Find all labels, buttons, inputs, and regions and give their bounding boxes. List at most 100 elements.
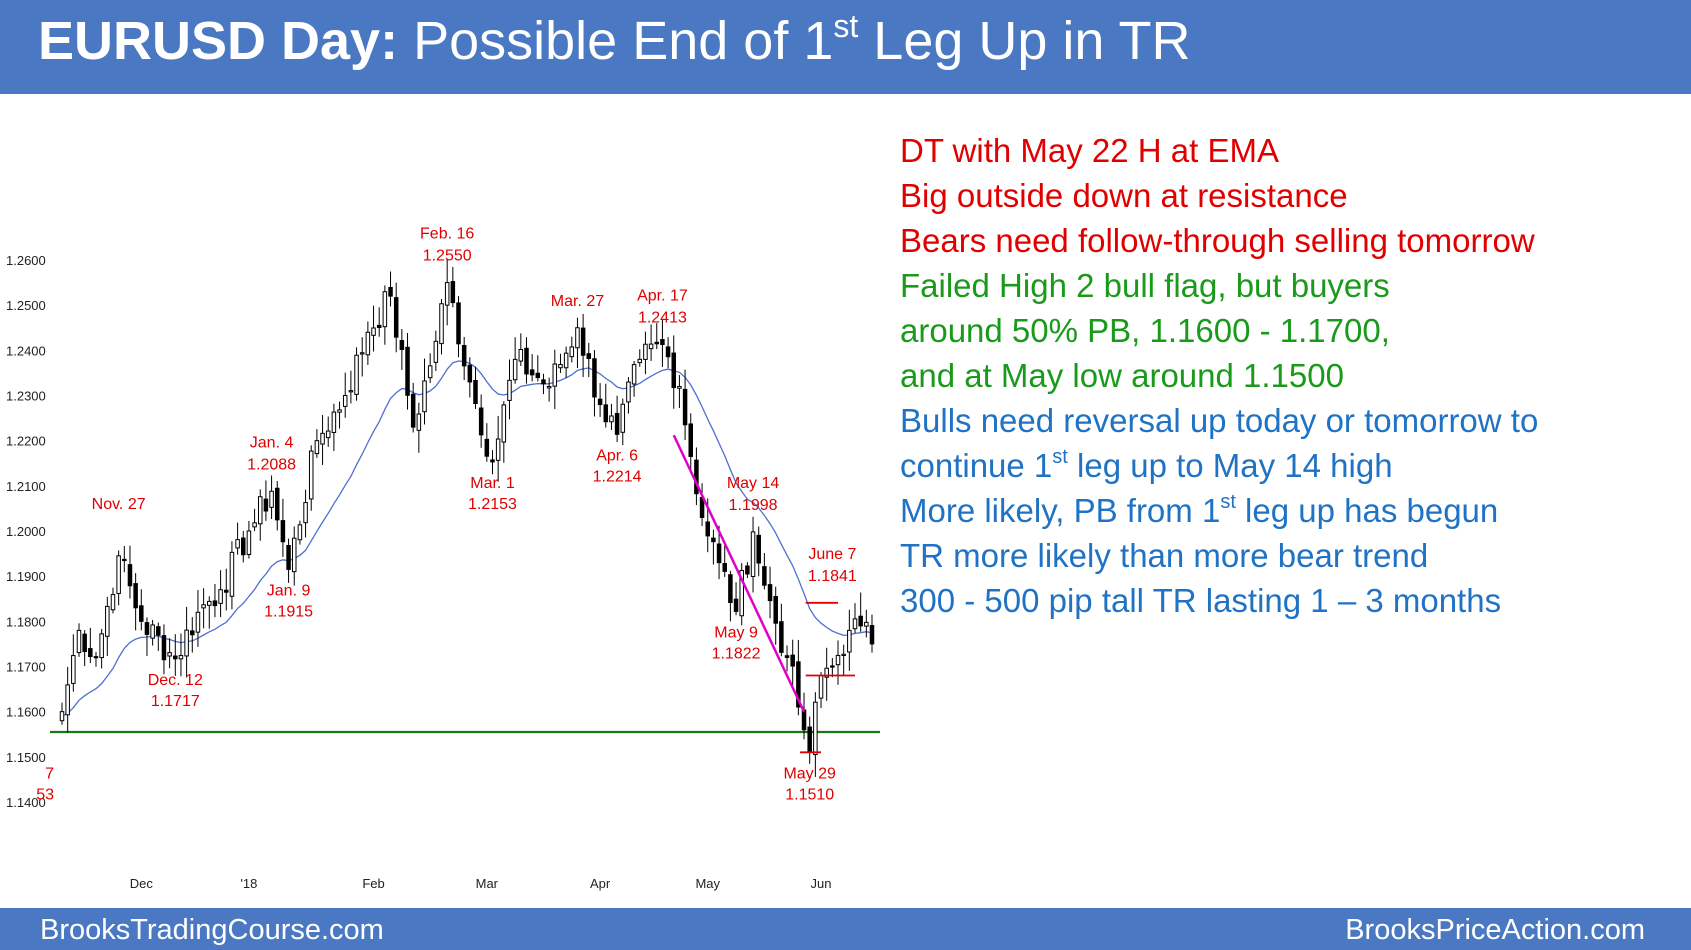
candle-body [558, 364, 563, 369]
annotation-label: Mar. 27 [551, 293, 604, 310]
candle-body [739, 569, 744, 617]
candle-body [144, 622, 150, 635]
candle-body [195, 611, 201, 633]
annotation-label: 7 [45, 765, 54, 782]
footer-right-link[interactable]: BrooksPriceAction.com [1345, 914, 1645, 946]
candle-body [512, 358, 518, 381]
x-tick-label: Jun [811, 876, 832, 891]
candle-body [682, 388, 688, 426]
y-tick-label: 1.2500 [6, 298, 46, 313]
candle-body [796, 661, 801, 708]
candle-body [660, 339, 665, 345]
note-text: continue 1 [900, 447, 1053, 484]
candle-body [535, 372, 541, 379]
annotation-value: 53 [36, 786, 54, 803]
candle-body [263, 498, 269, 512]
candle-body [711, 537, 716, 543]
candle-body [501, 404, 507, 443]
candle-body [767, 584, 773, 602]
x-tick-label: Dec [130, 876, 154, 891]
candle-body [688, 423, 693, 457]
note-line: and at May low around 1.1500 [900, 353, 1538, 398]
candle-body [246, 530, 252, 555]
candle-body [178, 655, 184, 660]
x-tick-label: May [695, 876, 720, 891]
annotation-value: 1.1510 [785, 786, 834, 803]
candle-body [150, 624, 155, 639]
candle-body [745, 565, 750, 575]
candle-body [257, 496, 263, 525]
candle-body [801, 709, 807, 731]
annotation-value: 1.2550 [423, 248, 472, 265]
candle-body [461, 345, 467, 367]
candle-body [631, 364, 637, 385]
candle-body [212, 600, 218, 607]
note-sup: st [1052, 446, 1068, 468]
x-tick-label: Mar [476, 876, 499, 891]
title-post: Leg Up in TR [873, 11, 1191, 71]
candle-body [99, 633, 104, 659]
candle-body [133, 583, 138, 609]
note-text: around 50% PB, 1.1600 - 1.1700, [900, 312, 1390, 349]
candle-body [603, 404, 609, 423]
candle-body [518, 348, 524, 362]
candle-body [835, 654, 841, 666]
candle-body [71, 655, 76, 684]
candle-body [728, 574, 733, 604]
candle-body [399, 340, 405, 350]
candle-body [325, 430, 331, 439]
x-tick-label: '18 [240, 876, 257, 891]
candle-body [580, 327, 586, 356]
candle-body [105, 605, 110, 637]
candle-body [280, 520, 286, 543]
candle-body [569, 346, 575, 358]
candle-body [750, 531, 756, 577]
annotation-value: 1.1717 [151, 693, 200, 710]
candle-body [388, 287, 393, 297]
annotation-label: Mar. 1 [470, 475, 515, 492]
candle-body [297, 524, 303, 541]
note-line: continue 1st leg up to May 14 high [900, 443, 1538, 488]
candle-body [450, 281, 456, 304]
candle-body [320, 432, 325, 445]
annotation-value: 1.2088 [247, 456, 296, 473]
annotation-value: 1.1822 [712, 645, 761, 662]
candle-body [127, 564, 133, 587]
candle-body [93, 656, 99, 659]
candle-body [779, 621, 784, 653]
annotation-value: 1.1841 [808, 568, 857, 585]
candle-body [410, 393, 416, 428]
annotation-value: 1.2413 [638, 309, 687, 326]
candle-body [575, 327, 580, 349]
candle-body [524, 347, 529, 375]
candle-body [830, 665, 835, 668]
candle-body [473, 379, 478, 405]
candle-body [359, 352, 365, 355]
price-chart: 1.2600 1.2500 1.2400 1.2300 1.2200 1.2100 1.20… [6, 226, 880, 891]
annotation-label: Apr. 6 [596, 447, 638, 464]
candle-body [331, 411, 337, 433]
candle-body [286, 545, 291, 570]
annotation-label: Jan. 4 [250, 434, 294, 451]
annotation-value: 1.2214 [593, 468, 642, 485]
candle-body [184, 629, 189, 657]
candle-body [813, 701, 818, 756]
candle-body [82, 633, 87, 653]
annotation-label: Dec. 12 [148, 672, 203, 689]
note-line: More likely, PB from 1st leg up has begu… [900, 488, 1538, 533]
candle-body [405, 346, 410, 396]
footer-left-link[interactable]: BrooksTradingCourse.com [40, 914, 384, 946]
candle-body [614, 412, 620, 435]
candle-body [365, 331, 371, 356]
candle-body [393, 297, 399, 338]
candle-body [190, 630, 195, 636]
candle-body [756, 534, 761, 564]
note-line: Big outside down at resistance [900, 173, 1538, 218]
y-tick-label: 1.1600 [6, 705, 46, 720]
candle-body [620, 403, 626, 433]
candle-body [467, 364, 473, 383]
y-tick-label: 1.2300 [6, 389, 46, 404]
candle-body [864, 621, 869, 627]
candle-body [308, 450, 314, 500]
candle-body [161, 635, 167, 661]
